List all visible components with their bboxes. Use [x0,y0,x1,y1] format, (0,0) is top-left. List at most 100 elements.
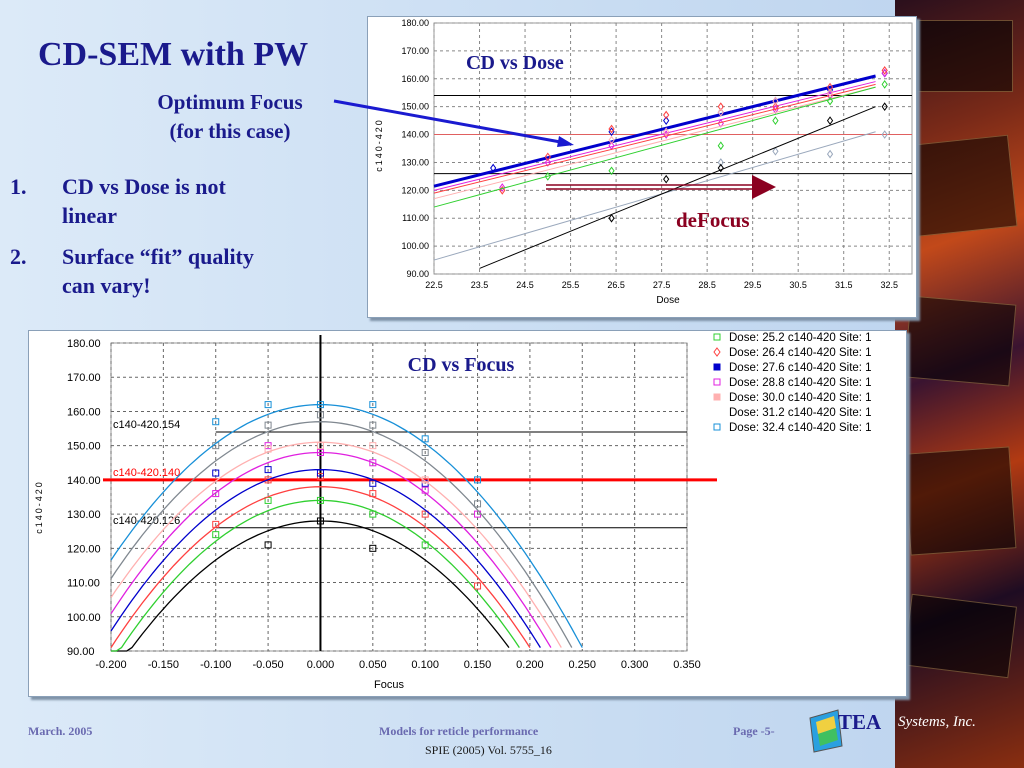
data-point [717,107,724,117]
citation: SPIE (2005) Vol. 5755_16 [425,743,552,757]
data-point [713,347,721,357]
data-point [881,66,888,75]
reference-line-label: c140-420.154 [113,419,180,431]
reference-line-label: c140-420.140 [113,467,180,479]
y-tick-label: 100.00 [67,612,101,624]
x-tick-label: 0.150 [464,659,492,671]
data-point [474,500,482,508]
data-point [713,333,721,341]
x-tick-label: 23.5 [471,280,489,290]
y-tick-label: 130.00 [401,157,429,167]
data-point [499,183,506,192]
x-tick-label: 0.100 [411,659,439,671]
data-point [826,96,834,106]
data-point [713,423,721,431]
data-point [772,146,779,156]
series-line [433,83,876,194]
y-tick-label: 120.00 [401,185,429,195]
series-line [479,106,876,269]
y-tick-label: 140.00 [401,130,429,140]
y-tick-label: 90.00 [67,646,95,658]
legend-entry: Dose: 28.8 c140-420 Site: 1 [729,377,872,389]
footer-date: March. 2005 [28,724,93,738]
data-point [544,152,551,162]
x-tick-label: 0.250 [569,659,597,671]
slide-title: CD-SEM with PW [38,36,309,73]
series-line [111,520,510,652]
x-tick-label: 22.5 [425,280,443,290]
data-point [369,401,377,409]
data-point [608,124,615,134]
y-tick-label: 110.00 [402,213,429,223]
data-point [212,520,220,528]
data-point [474,582,482,590]
bullet-list: 1. CD vs Dose is not linear 2. Surface “… [8,172,338,312]
data-point [772,116,779,125]
data-point [474,476,482,484]
x-tick-label: -0.050 [252,659,283,671]
reference-line-label: c140-420.126 [113,515,180,527]
y-axis-label: c140-420 [374,118,384,172]
data-point [663,110,670,120]
x-tick-label: -0.100 [200,659,231,671]
data-point [212,531,220,539]
series-line [433,131,876,261]
data-point [369,490,377,498]
legend-entry: Dose: 30.0 c140-420 Site: 1 [729,392,872,404]
x-tick-label: 0.300 [621,659,649,671]
data-point [544,158,551,167]
x-tick-label: 0.050 [359,659,387,671]
plot-area [110,342,688,652]
series-line [433,81,876,191]
data-point [264,466,272,474]
data-point [490,163,497,173]
data-point [369,479,377,487]
x-tick-label: -0.150 [148,659,179,671]
data-point [717,102,724,112]
y-tick-label: 150.00 [401,102,429,112]
x-tick-label: 26.5 [607,280,625,290]
y-tick-label: 150.00 [67,441,101,453]
callout-line: (for this case) [169,119,291,143]
data-point [663,116,670,125]
bullet-line: CD vs Dose is not [62,174,226,199]
data-point [316,496,324,504]
data-point [264,476,272,484]
data-point [717,141,724,151]
series-line [111,499,520,652]
data-point [881,130,888,139]
deco-strip [903,593,1017,679]
logo-text: TEA [838,710,882,734]
data-point [663,127,670,137]
deco-strip [902,134,1018,238]
y-tick-label: 160.00 [401,74,429,84]
plot-area [433,22,913,275]
chart-title: CD vs Dose [466,52,564,74]
data-point [212,418,220,426]
bullet-item: 1. CD vs Dose is not linear [8,172,338,230]
legend-entry: Dose: 32.4 c140-420 Site: 1 [729,422,872,434]
data-point [316,442,324,450]
data-point [608,135,615,145]
cd-vs-dose-chart: 180.00 170.00 160.00 150.00 140.00 130.00 120.… [374,18,913,306]
data-point [264,401,272,409]
logo-subtitle: Systems, Inc. [898,714,976,730]
data-point [881,79,888,89]
x-tick-label: 0.200 [516,659,544,671]
data-point [717,158,724,167]
data-point [316,449,324,457]
legend-entry: Dose: 27.6 c140-420 Site: 1 [729,362,872,374]
y-tick-label: 170.00 [67,372,101,384]
deco-strip [903,295,1017,387]
x-tick-label: -0.200 [95,659,126,671]
x-tick-label: 24.5 [516,280,534,290]
x-tick-label: 0.350 [673,659,701,671]
series-line [110,421,573,648]
data-point [881,102,888,112]
x-tick-label: 30.5 [789,280,807,290]
footer-page: Page -5- [733,724,775,738]
y-tick-label: 180.00 [401,18,429,28]
deco-strip [903,446,1017,556]
series-line [110,441,562,648]
callout-line: Optimum Focus [157,90,303,114]
